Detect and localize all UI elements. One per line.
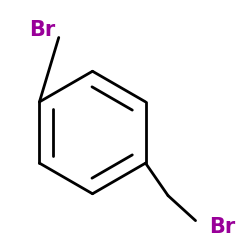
Text: Br: Br	[209, 217, 236, 237]
Text: Br: Br	[30, 20, 56, 40]
